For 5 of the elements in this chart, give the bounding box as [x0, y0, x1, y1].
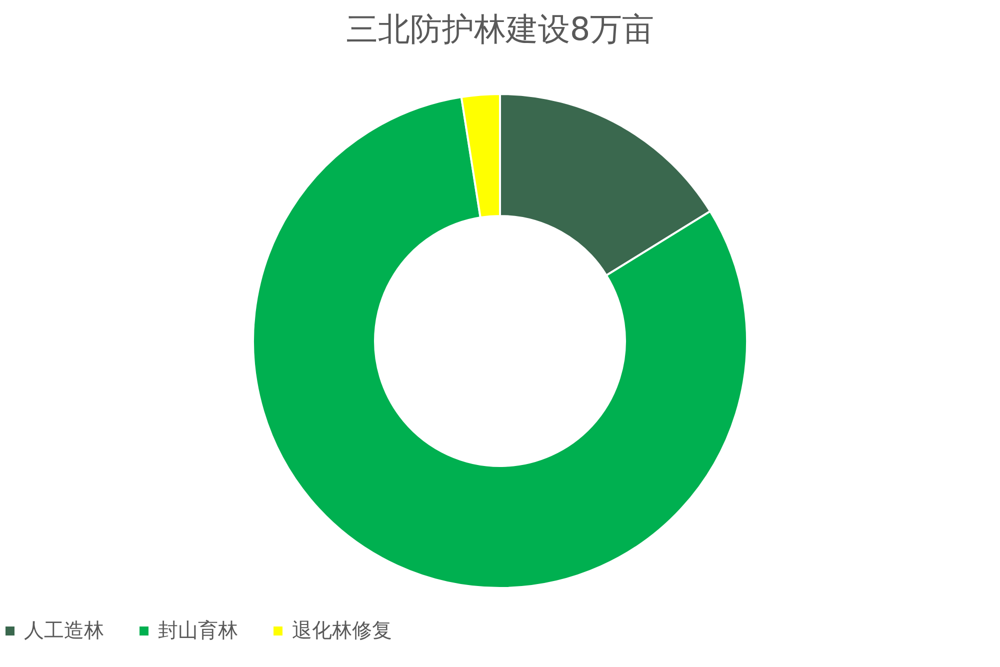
legend-label: 退化林修复	[292, 618, 392, 642]
chart-title: 三北防护林建设8万亩	[346, 10, 654, 48]
donut-slice	[252, 96, 748, 589]
legend-label: 人工造林	[24, 618, 104, 642]
legend-label: 封山育林	[158, 618, 238, 642]
